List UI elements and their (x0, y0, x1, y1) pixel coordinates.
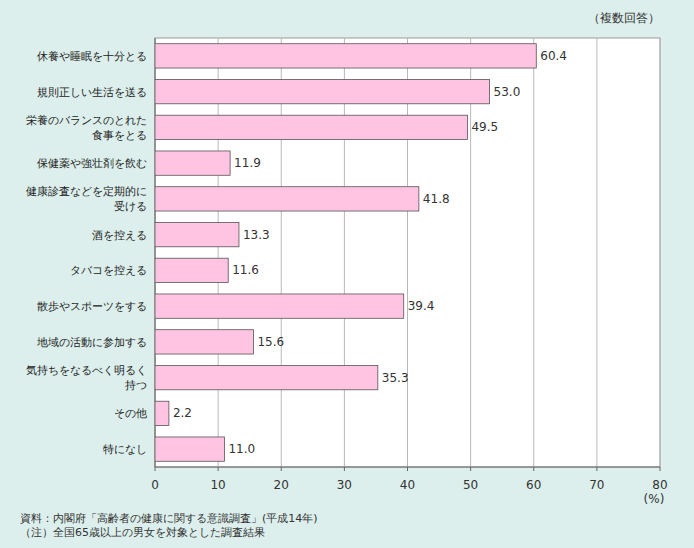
bar (155, 330, 253, 354)
labels: 60.4 休養や睡眠を十分とる 53.0 規則正しい生活を送る 49.5 栄養のバランスの… (26, 49, 567, 456)
category-line: 休養や睡眠を十分とる (37, 50, 147, 63)
category-label: 健康診査などを定期的に受ける (26, 185, 147, 213)
category-line: 受ける (114, 200, 147, 213)
category-line: 保健薬や強壮剤を飲む (37, 157, 147, 170)
category-label: 保健薬や強壮剤を飲む (37, 157, 147, 170)
data-label: 35.3 (382, 371, 409, 385)
data-label: 53.0 (494, 85, 521, 99)
category-line: その他 (114, 407, 147, 420)
background (0, 0, 694, 548)
category-line: 酒を控える (92, 229, 147, 242)
grid-line (660, 38, 661, 467)
annotation: 資料：内閣府「高齢者の健康に関する意識調査」(平成14年) (20, 512, 318, 525)
bar (155, 258, 228, 282)
bar (155, 294, 404, 318)
category-line: 地域の活動に参加する (36, 336, 147, 349)
data-label: 49.5 (471, 120, 498, 134)
tick-mark (218, 467, 219, 471)
category-label: その他 (114, 407, 147, 420)
category-line: 規則正しい生活を送る (37, 86, 147, 99)
category-label: 栄養のバランスのとれた食事をとる (26, 114, 147, 142)
category-label: 酒を控える (92, 229, 147, 242)
plot-area (155, 38, 660, 467)
data-label: 2.2 (173, 406, 192, 420)
category-line: 栄養のバランスのとれた (26, 114, 147, 127)
tick-mark (660, 467, 661, 471)
tick-label: 60 (526, 478, 541, 492)
data-label: 15.6 (257, 335, 284, 349)
tick-label: 40 (400, 478, 415, 492)
bar (155, 437, 224, 461)
bar (155, 44, 536, 68)
tick-mark (407, 467, 408, 471)
data-label: 13.3 (243, 228, 270, 242)
tick-mark (533, 467, 534, 471)
category-line: 気持ちをなるべく明るく (26, 364, 147, 377)
bar (155, 187, 419, 211)
category-line: 健康診査などを定期的に (26, 185, 147, 198)
tick-mark (281, 467, 282, 471)
category-label: 散歩やスポーツをする (37, 300, 147, 313)
tick-mark (155, 467, 156, 471)
category-label: 気持ちをなるべく明るく持つ (26, 364, 147, 392)
category-label: タバコを控える (70, 264, 147, 277)
category-line: 持つ (125, 379, 147, 392)
subtitle: （複数回答） (588, 11, 660, 25)
tick-label: 50 (463, 478, 478, 492)
data-label: 41.8 (423, 192, 450, 206)
axis-label: (%) (644, 492, 665, 506)
category-line: 特になし (103, 443, 147, 456)
data-label: 39.4 (408, 299, 435, 313)
tick-label: 0 (151, 478, 159, 492)
category-line: 散歩やスポーツをする (37, 300, 147, 313)
tick-label: 80 (652, 478, 667, 492)
data-label: 11.9 (234, 156, 261, 170)
category-line: タバコを控える (70, 264, 147, 277)
bars (155, 44, 536, 462)
chart: 0 10 20 30 40 50 60 70 80 60.4 休養や睡眠を十分とる 53.0 規則正しい… (0, 0, 694, 548)
tick-label: 20 (274, 478, 289, 492)
grid-line (596, 38, 597, 467)
category-label: 規則正しい生活を送る (37, 86, 147, 99)
tick-mark (470, 467, 471, 471)
category-label: 地域の活動に参加する (36, 336, 147, 349)
data-label: 60.4 (540, 49, 567, 63)
category-line: 食事をとる (92, 129, 147, 142)
bar (155, 401, 169, 425)
bar (155, 79, 490, 103)
grid-line (533, 38, 534, 467)
bar (155, 365, 378, 389)
data-label: 11.0 (228, 442, 255, 456)
tick-mark (596, 467, 597, 471)
bar (155, 222, 239, 246)
data-label: 11.6 (232, 263, 259, 277)
category-label: 休養や睡眠を十分とる (37, 50, 147, 63)
bar (155, 151, 230, 175)
tick-label: 30 (337, 478, 352, 492)
tick-label: 70 (589, 478, 604, 492)
tick-label: 10 (210, 478, 225, 492)
tick-mark (344, 467, 345, 471)
bar (155, 115, 467, 139)
annotation: （注）全国65歳以上の男女を対象とした調査結果 (20, 526, 265, 539)
x-axis-line (155, 467, 660, 468)
category-label: 特になし (103, 443, 147, 456)
